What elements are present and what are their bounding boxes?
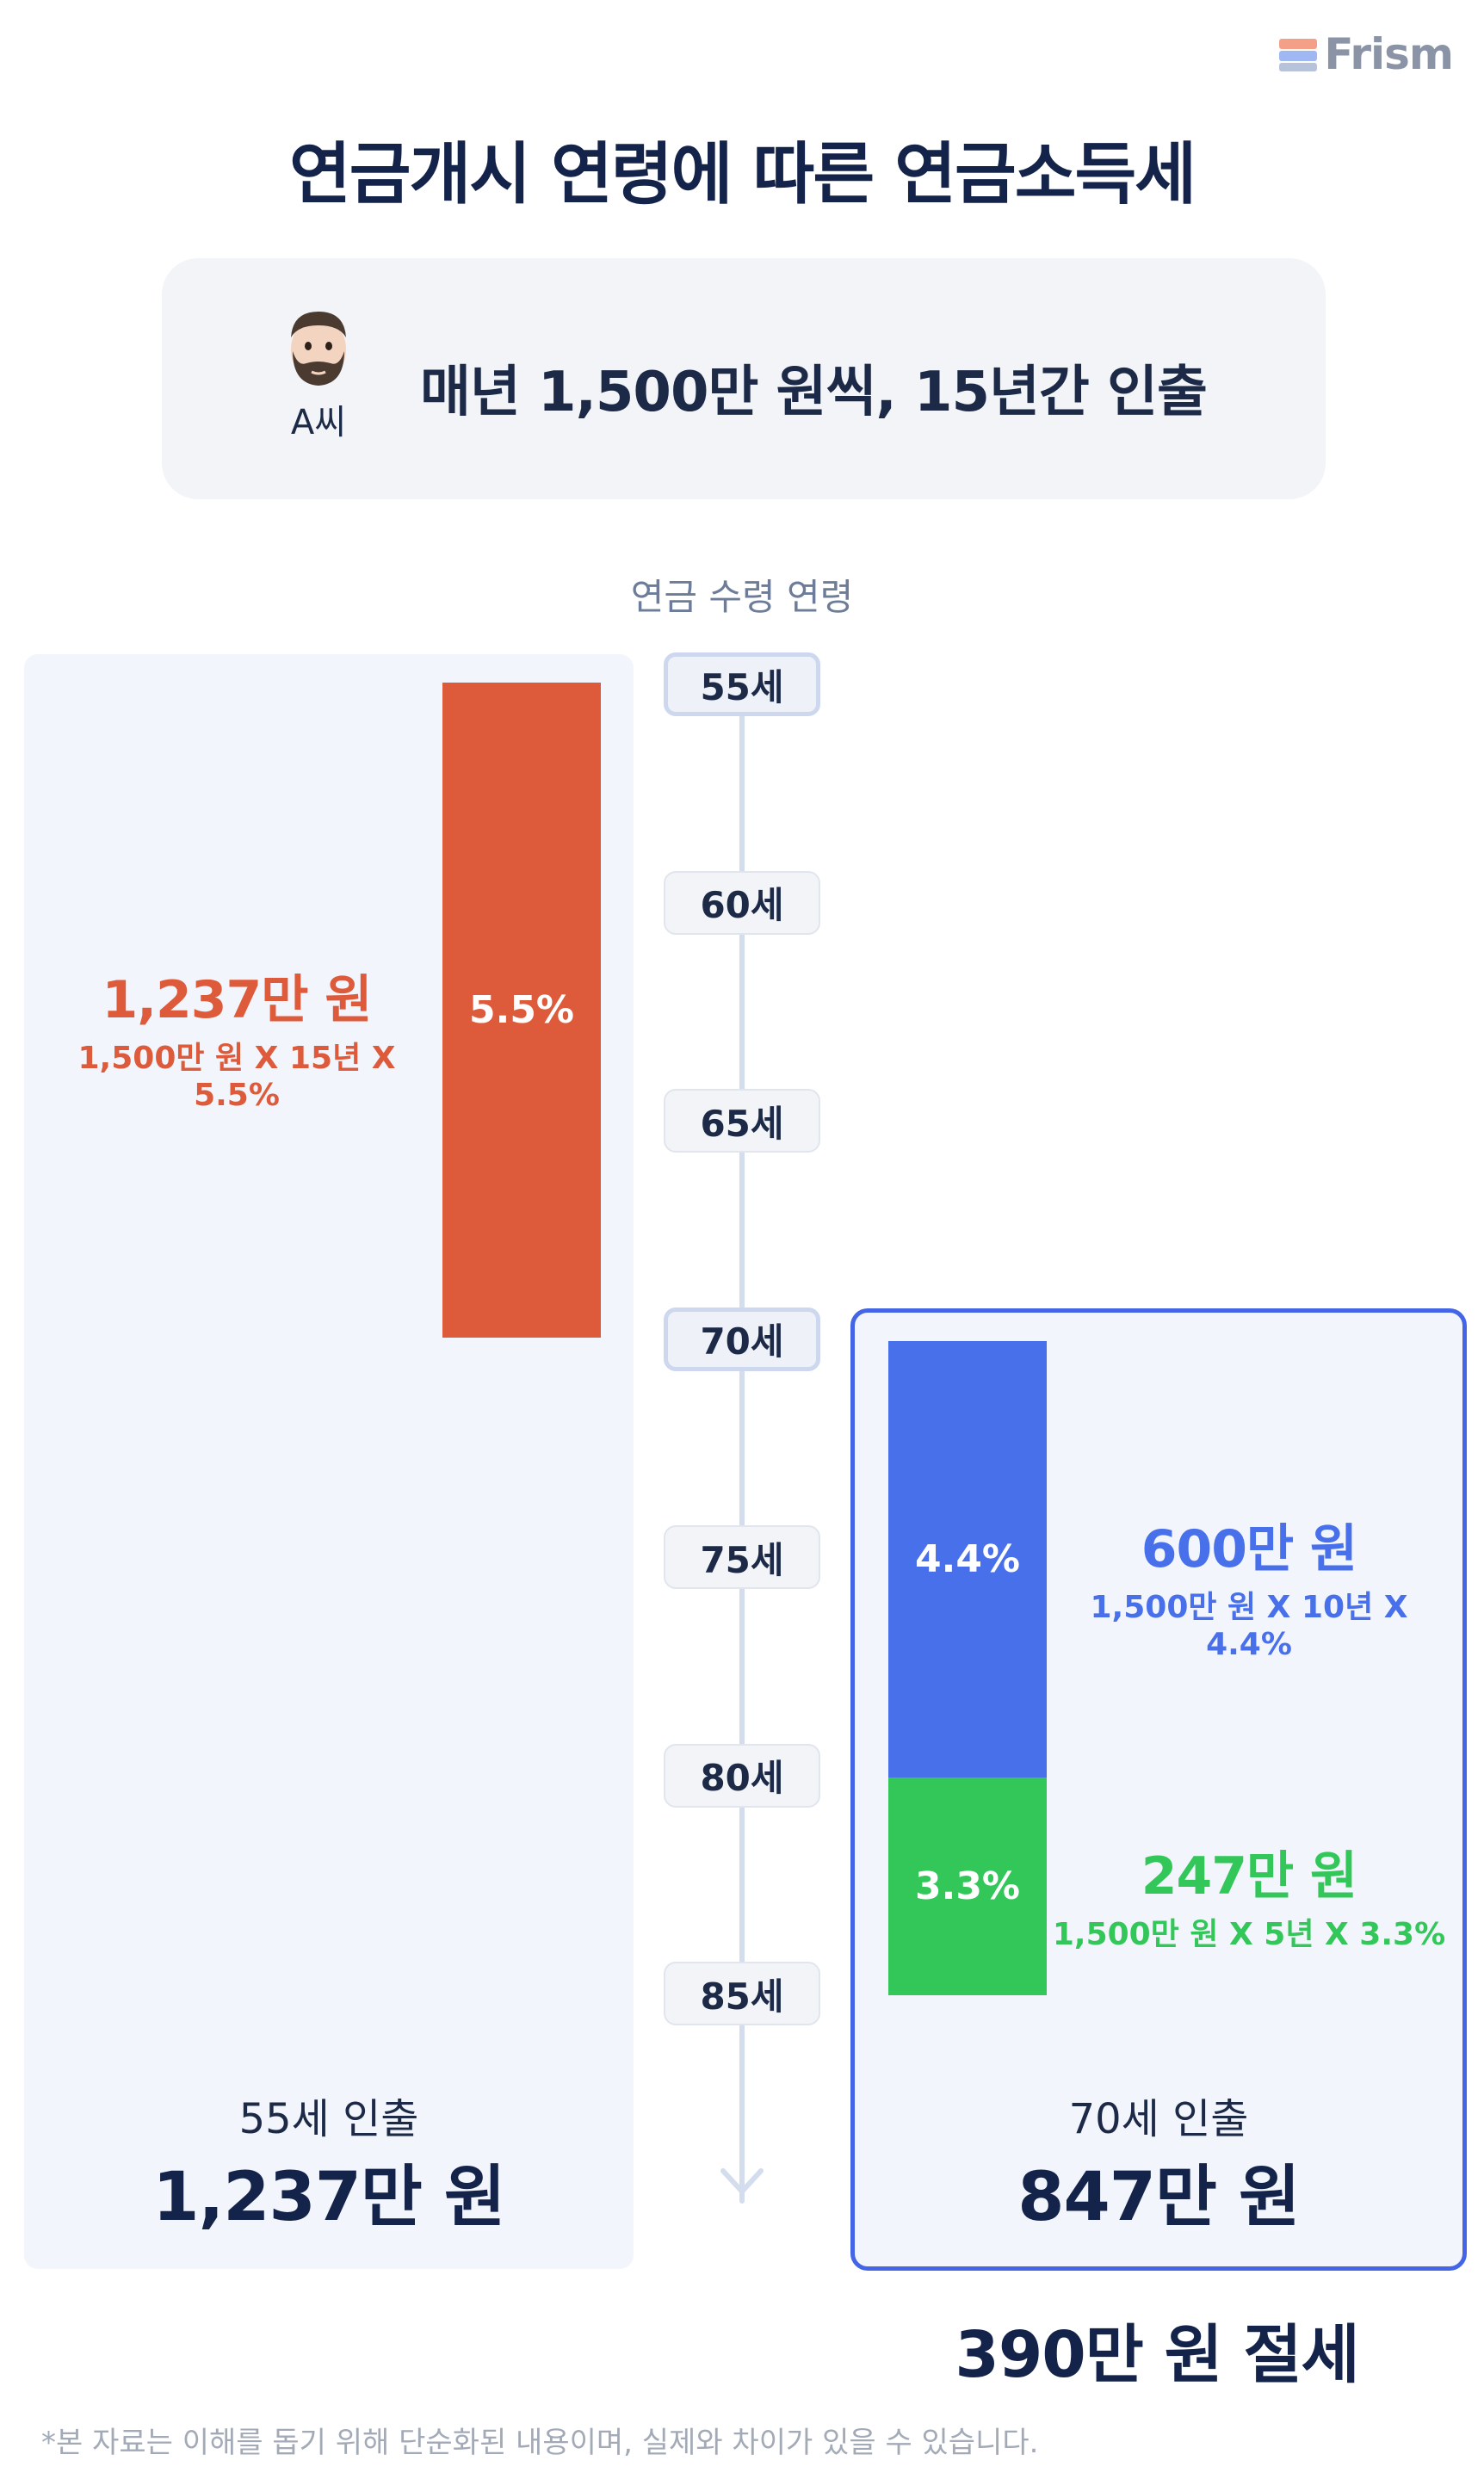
age-tick-55: 55세 <box>664 652 820 716</box>
age-axis-line <box>739 689 745 2204</box>
bar-rate-label: 5.5% <box>468 987 575 1032</box>
brand-mark-icon <box>1279 35 1318 73</box>
bar-80-85: 3.3% <box>888 1777 1047 1995</box>
intro-card: A씨 매년 1,500만 원씩, 15년간 인출 <box>162 258 1326 499</box>
page-title: 연금개시 연령에 따른 연금소득세 <box>288 136 1196 213</box>
person-block: A씨 <box>258 306 379 444</box>
age-tick-85: 85세 <box>664 1962 820 2025</box>
scenario-55-total: 1,237만 원 <box>152 2159 505 2236</box>
segment-amount: 600만 원 <box>1141 1519 1358 1580</box>
bar-rate-label: 4.4% <box>914 1536 1021 1581</box>
segment-amount-label: 600만 원 1,500만 원 X 10년 X 4.4% <box>1047 1507 1451 1662</box>
axis-title: 연금 수령 연령 <box>630 576 854 618</box>
segment-formula: 1,500만 원 X 5년 X 3.3% <box>1052 1917 1446 1953</box>
intro-text: 매년 1,500만 원씩, 15년간 인출 <box>420 361 1208 424</box>
segment-amount-label: 1,237만 원 1,500만 원 X 15년 X 5.5% <box>34 958 439 1113</box>
age-tick-80: 80세 <box>664 1743 820 1808</box>
man-emoji-icon <box>282 306 355 389</box>
tax-saving-result: 390만 원 절세 <box>955 2318 1359 2392</box>
bar-rate-label: 3.3% <box>914 1864 1021 1908</box>
segment-amount: 247만 원 <box>1141 1846 1358 1907</box>
bar-70-80: 4.4% <box>888 1340 1047 1777</box>
segment-amount: 1,237만 원 <box>102 970 372 1031</box>
age-tick-60: 60세 <box>664 870 820 935</box>
scenario-70-total: 847만 원 <box>1017 2159 1301 2236</box>
brand-name: Frism <box>1324 29 1454 79</box>
segment-amount-label: 247만 원 1,500만 원 X 5년 X 3.3% <box>1047 1834 1451 1954</box>
footnote: *본 자료는 이해를 돕기 위해 단순화된 내용이며, 실제와 차이가 있을 수… <box>41 2426 1039 2460</box>
brand-logo: Frism <box>1279 29 1454 79</box>
age-tick-65: 65세 <box>664 1089 820 1153</box>
segment-formula: 1,500만 원 X 10년 X 4.4% <box>1090 1590 1408 1662</box>
segment-formula: 1,500만 원 X 15년 X 5.5% <box>77 1041 396 1114</box>
person-name: A씨 <box>290 403 347 442</box>
bar-55-70: 5.5% <box>442 683 601 1338</box>
age-tick-75: 75세 <box>664 1525 820 1589</box>
scenario-70-label: 70세 인출 <box>1068 2095 1249 2143</box>
arrow-down-icon <box>718 2152 766 2200</box>
scenario-55-label: 55세 인출 <box>238 2095 419 2143</box>
age-tick-70: 70세 <box>664 1307 820 1371</box>
